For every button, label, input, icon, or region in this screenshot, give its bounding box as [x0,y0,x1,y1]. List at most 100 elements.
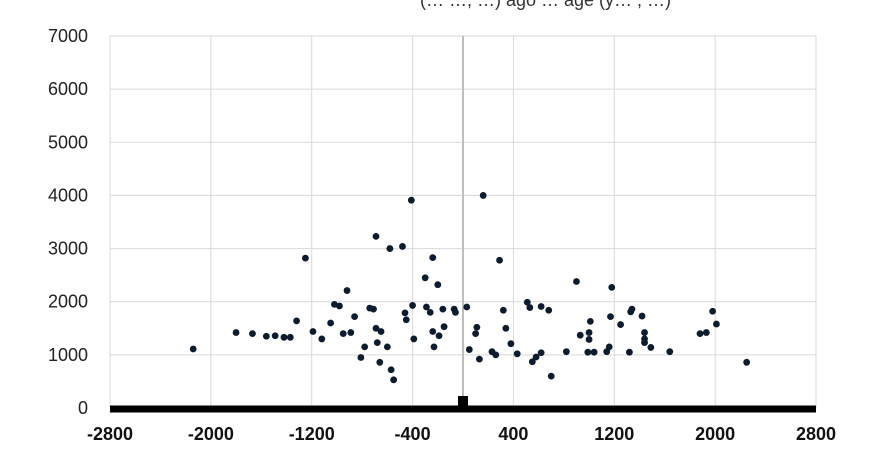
data-point [402,316,410,324]
x-tick-label: 2000 [695,424,735,444]
data-point [357,354,365,361]
data-point [423,303,430,311]
data-point [492,351,500,359]
data-point [387,366,395,374]
data-point [475,355,483,363]
data-point [584,348,592,356]
data-point [435,332,443,340]
x-tick-label: -400 [395,424,431,444]
data-point [473,323,481,331]
data-point [507,340,515,348]
data-point [452,308,459,316]
data-point [429,328,437,335]
data-point [373,339,381,347]
y-axis-ticks: 0 1000 2000 3000 4000 5000 6000 7000 [48,26,88,418]
data-point [545,306,553,314]
data-point [439,305,447,313]
data-point [702,329,710,336]
data-point [526,304,534,311]
data-point [713,320,720,328]
data-point [479,192,487,199]
x-axis-group [110,396,816,413]
data-point [372,232,380,240]
data-point [370,305,377,313]
data-point [463,303,471,311]
data-point [513,350,521,358]
data-point [537,303,545,310]
data-point [426,308,434,316]
data-point [327,319,335,327]
data-point [407,196,415,204]
data-point [343,287,351,294]
origin-marker [458,396,468,408]
data-point [262,332,270,340]
x-tick-label: -2000 [188,424,234,444]
x-axis-ticks: -2800 -2000 -1200 -400 400 1200 2000 2800 [87,424,836,444]
y-tick-label: 0 [78,398,88,418]
data-point [696,330,704,337]
data-point [390,376,398,384]
data-point [377,328,385,335]
y-tick-label: 4000 [48,185,88,205]
data-point [666,348,674,356]
data-point [421,274,429,282]
data-point [641,329,648,336]
data-point [537,349,545,357]
data-point [376,358,384,366]
y-tick-label: 5000 [48,132,88,152]
data-point [347,329,355,336]
chart-title-fragment: (… …, …) ago … age (y… , …) [420,0,671,10]
y-tick-label: 1000 [48,345,88,365]
data-point [351,313,358,320]
data-point [318,335,326,343]
y-tick-label: 3000 [48,239,88,259]
data-point [286,333,294,341]
data-point [607,313,614,320]
data-point [302,254,309,262]
y-tick-label: 6000 [48,79,88,99]
data-point [465,346,473,353]
data-point [576,331,584,339]
data-point [638,312,646,320]
data-point [409,302,416,309]
data-point [189,345,197,353]
data-point [547,372,555,380]
data-point [339,330,347,337]
data-point [293,317,300,325]
data-point [608,283,616,291]
data-point [502,324,510,332]
data-point [585,329,593,336]
x-tick-label: 1200 [594,424,634,444]
data-point [232,329,240,336]
data-point [309,328,317,335]
data-point [523,298,531,306]
data-point [496,256,503,264]
data-point [605,343,613,351]
data-point [372,324,380,332]
data-point [626,348,633,356]
data-points [189,192,751,384]
data-point [647,344,655,351]
data-point [641,339,648,347]
data-point [440,323,448,331]
data-point [386,245,394,252]
data-point [271,332,279,340]
data-point [499,306,507,314]
data-point [280,333,288,341]
data-point [383,343,391,351]
data-point [249,330,256,337]
data-point [429,254,437,262]
y-tick-label: 7000 [48,26,88,46]
data-point [628,305,636,313]
x-tick-label: -1200 [289,424,335,444]
data-point [336,302,343,310]
data-point [410,335,418,343]
y-tick-label: 2000 [48,292,88,312]
data-point [399,243,406,250]
data-point [743,358,751,366]
data-point [472,330,480,337]
x-tick-label: 400 [498,424,528,444]
data-point [617,321,624,328]
x-tick-label: 2800 [796,424,836,444]
